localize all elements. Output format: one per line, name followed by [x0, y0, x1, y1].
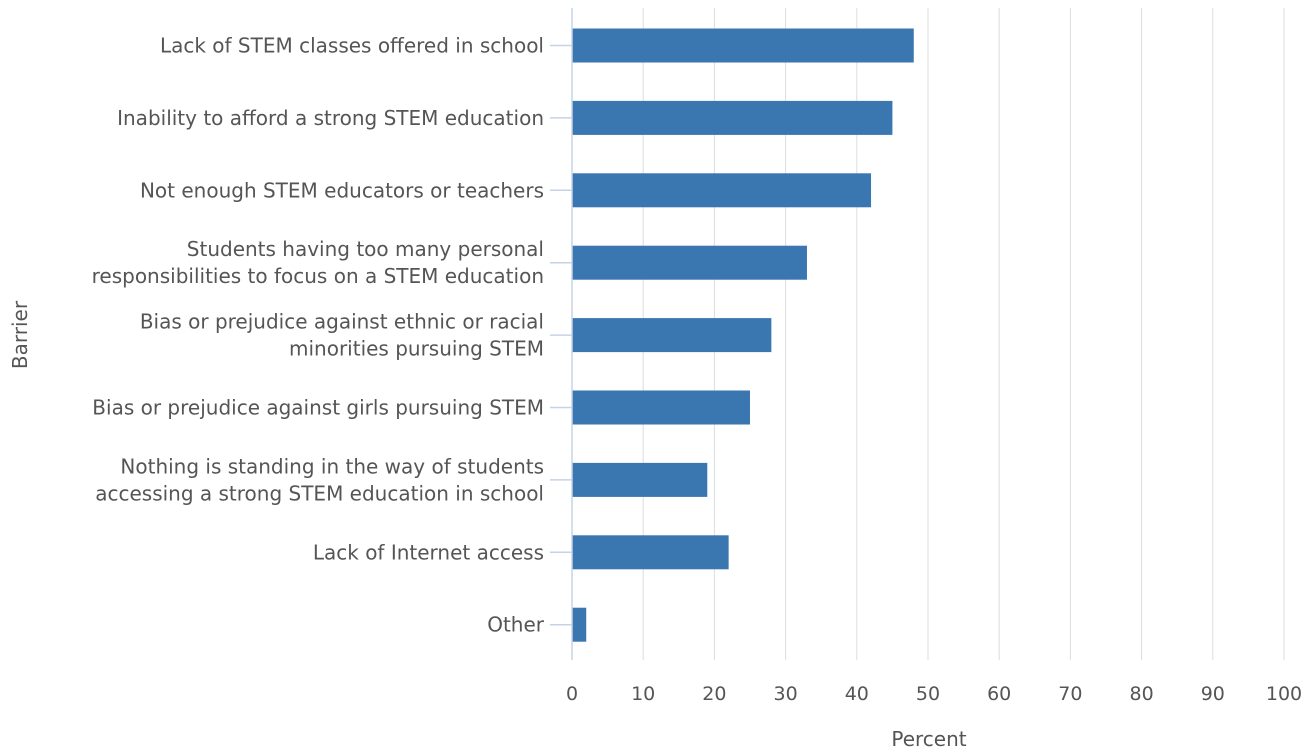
- bar: [572, 462, 708, 497]
- x-axis-title: Percent: [891, 727, 966, 751]
- axes: [550, 8, 573, 660]
- x-tick-label: 90: [1201, 683, 1225, 705]
- x-tick-label: 60: [987, 683, 1011, 705]
- category-label: Students having too many personal: [187, 237, 544, 261]
- category-label: Lack of STEM classes offered in school: [160, 34, 544, 58]
- bar: [572, 318, 772, 353]
- y-axis-title: Barrier: [8, 300, 32, 369]
- category-label: Inability to afford a strong STEM educat…: [117, 106, 544, 130]
- category-label: responsibilities to focus on a STEM educ…: [92, 264, 544, 288]
- bar: [572, 390, 750, 425]
- x-tick-label: 10: [631, 683, 655, 705]
- category-labels: Lack of STEM classes offered in school In…: [92, 34, 545, 637]
- x-tick-label: 0: [566, 683, 578, 705]
- bar: [572, 28, 914, 63]
- category-label: Bias or prejudice against ethnic or raci…: [140, 310, 544, 334]
- category-label: Nothing is standing in the way of studen…: [120, 454, 544, 478]
- x-tick-label: 50: [916, 683, 940, 705]
- category-label: Other: [487, 613, 545, 637]
- bar: [572, 245, 807, 280]
- category-label: Not enough STEM educators or teachers: [140, 178, 544, 202]
- x-tick-label: 100: [1266, 683, 1302, 705]
- x-tick-label: 30: [774, 683, 798, 705]
- bar: [572, 535, 729, 570]
- x-tick-label: 80: [1130, 683, 1154, 705]
- x-tick-labels: 0 10 20 30 40 50 60 70 80 90 100: [566, 683, 1302, 705]
- bar: [572, 100, 893, 135]
- category-label: accessing a strong STEM education in sch…: [95, 481, 544, 505]
- x-tick-label: 70: [1058, 683, 1082, 705]
- category-label: minorities pursuing STEM: [289, 337, 544, 361]
- x-tick-label: 40: [845, 683, 869, 705]
- x-tick-label: 20: [702, 683, 726, 705]
- category-label: Bias or prejudice against girls pursuing…: [92, 396, 544, 420]
- bars: [572, 28, 914, 642]
- bar: [572, 173, 872, 208]
- bar: [572, 607, 587, 642]
- category-label: Lack of Internet access: [313, 540, 544, 564]
